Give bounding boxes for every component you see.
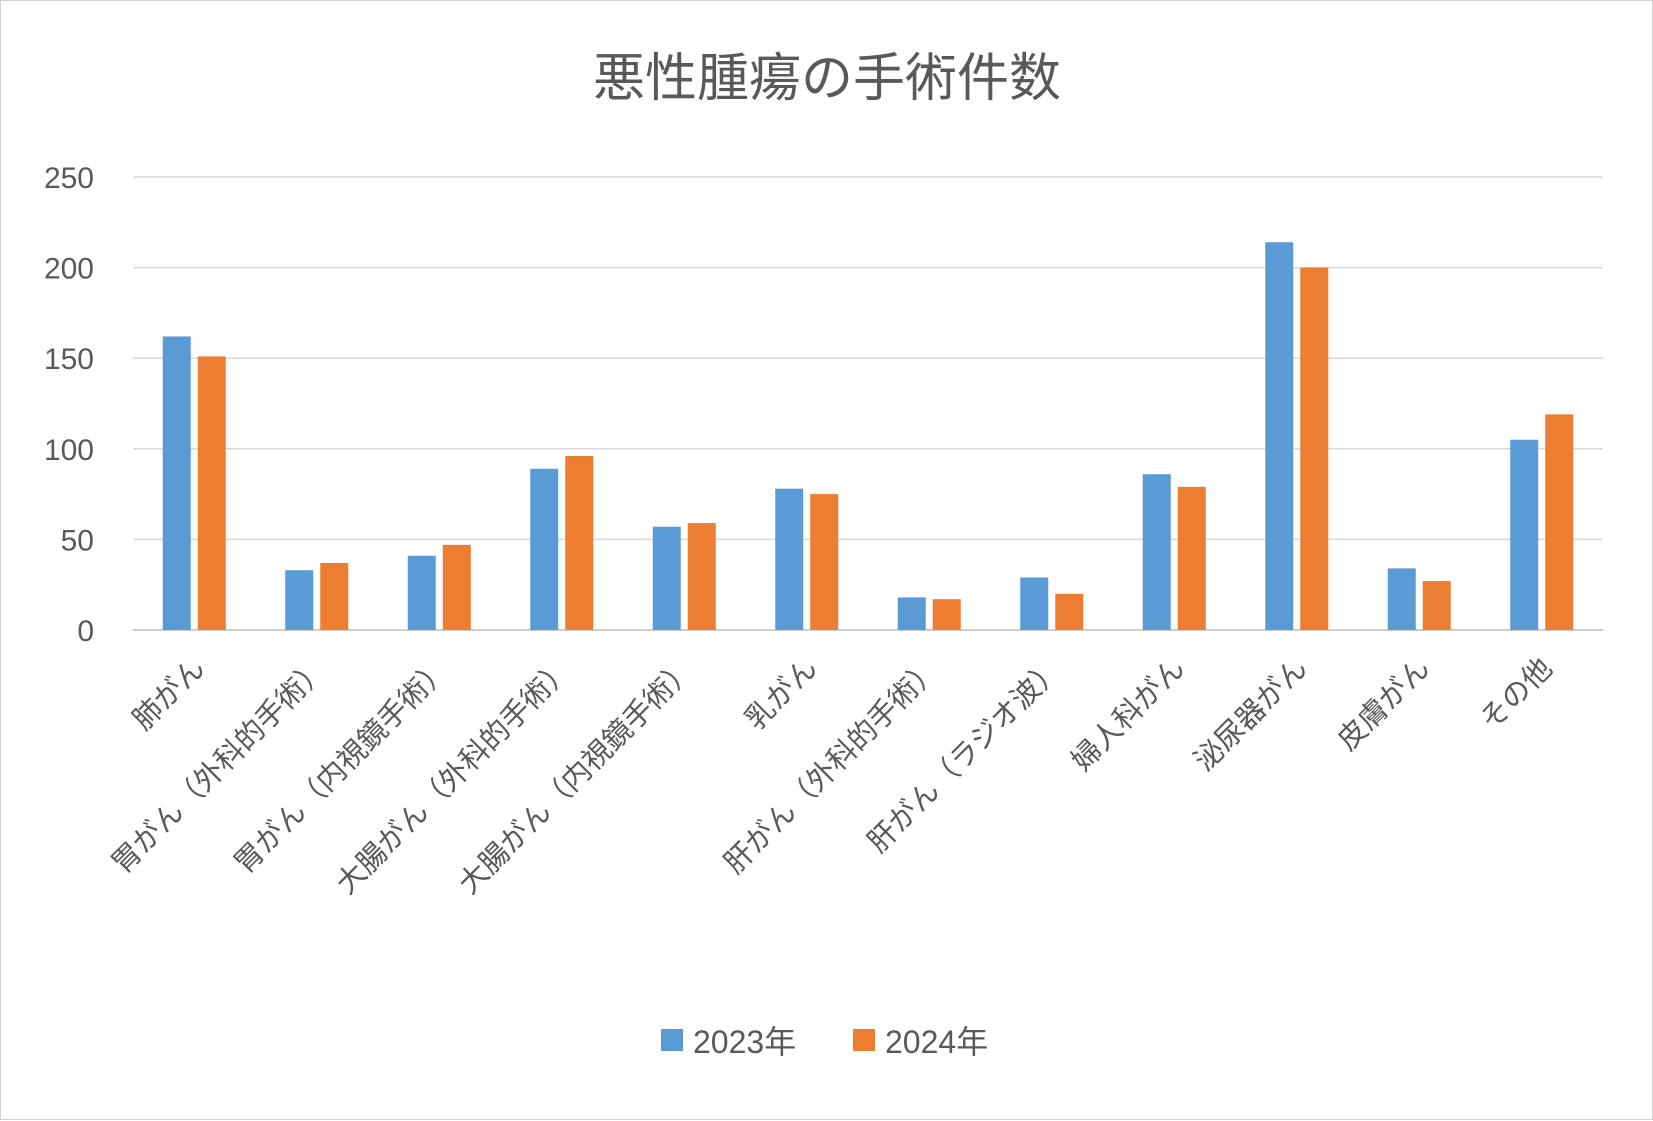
legend-label: 2023年 xyxy=(693,1024,796,1060)
x-category-label: 皮膚がん xyxy=(1330,651,1436,757)
x-category-label: 肝がん（外科的手術） xyxy=(717,651,946,880)
legend-label: 2024年 xyxy=(885,1024,988,1060)
bar-series1 xyxy=(897,597,926,630)
x-category-label: 乳がん xyxy=(738,651,824,737)
x-category-label: 婦人科がん xyxy=(1065,651,1192,778)
bar-series2 xyxy=(1545,414,1574,630)
y-axis-ticks: 0 50 100 150 200 250 xyxy=(44,162,94,648)
x-category-label: その他 xyxy=(1473,651,1559,737)
bar-series2 xyxy=(932,599,961,630)
bar-series1 xyxy=(1020,577,1049,630)
bar-series2 xyxy=(197,356,226,630)
x-category-label: 胃がん（内視鏡手術） xyxy=(227,651,456,880)
bar-series2 xyxy=(565,456,594,630)
bar-series1 xyxy=(285,570,314,630)
legend-swatch xyxy=(853,1029,875,1051)
y-tick-label: 0 xyxy=(77,615,94,648)
bar-series1 xyxy=(652,526,681,630)
legend: 2023年 2024年 xyxy=(661,1024,988,1060)
x-category-label: 泌尿器がん xyxy=(1187,651,1314,778)
y-tick-label: 50 xyxy=(61,524,94,557)
bar-series2 xyxy=(320,562,349,630)
chart-title: 悪性腫瘍の手術件数 xyxy=(593,49,1061,109)
y-tick-label: 150 xyxy=(44,343,94,376)
legend-swatch xyxy=(661,1029,683,1051)
bars xyxy=(162,242,1574,630)
bar-series2 xyxy=(810,494,839,630)
y-tick-label: 100 xyxy=(44,434,94,467)
bar-series2 xyxy=(1055,593,1084,630)
bar-series2 xyxy=(442,544,471,630)
bar-series1 xyxy=(1510,439,1539,630)
gridlines xyxy=(133,176,1603,631)
bar-series2 xyxy=(1422,581,1451,630)
x-category-label: 大腸がん（外科的手術） xyxy=(329,651,579,901)
bar-series2 xyxy=(1300,267,1329,630)
bar-series1 xyxy=(162,336,191,630)
bar-series1 xyxy=(1265,242,1294,630)
y-tick-label: 250 xyxy=(44,162,94,195)
bar-series1 xyxy=(1142,474,1171,630)
bar-series1 xyxy=(407,555,436,630)
x-category-label: 胃がん（外科的手術） xyxy=(105,651,334,880)
bar-series2 xyxy=(687,523,716,630)
bar-series1 xyxy=(1387,568,1416,630)
y-tick-label: 200 xyxy=(44,253,94,286)
bar-series1 xyxy=(530,468,559,630)
bar-series1 xyxy=(775,488,804,630)
x-axis-labels: 肺がん胃がん（外科的手術）胃がん（内視鏡手術）大腸がん（外科的手術）大腸がん（内… xyxy=(105,651,1559,901)
x-category-label: 大腸がん（内視鏡手術） xyxy=(452,651,702,901)
bar-series2 xyxy=(1177,486,1206,630)
x-category-label: 肺がん xyxy=(126,651,212,737)
